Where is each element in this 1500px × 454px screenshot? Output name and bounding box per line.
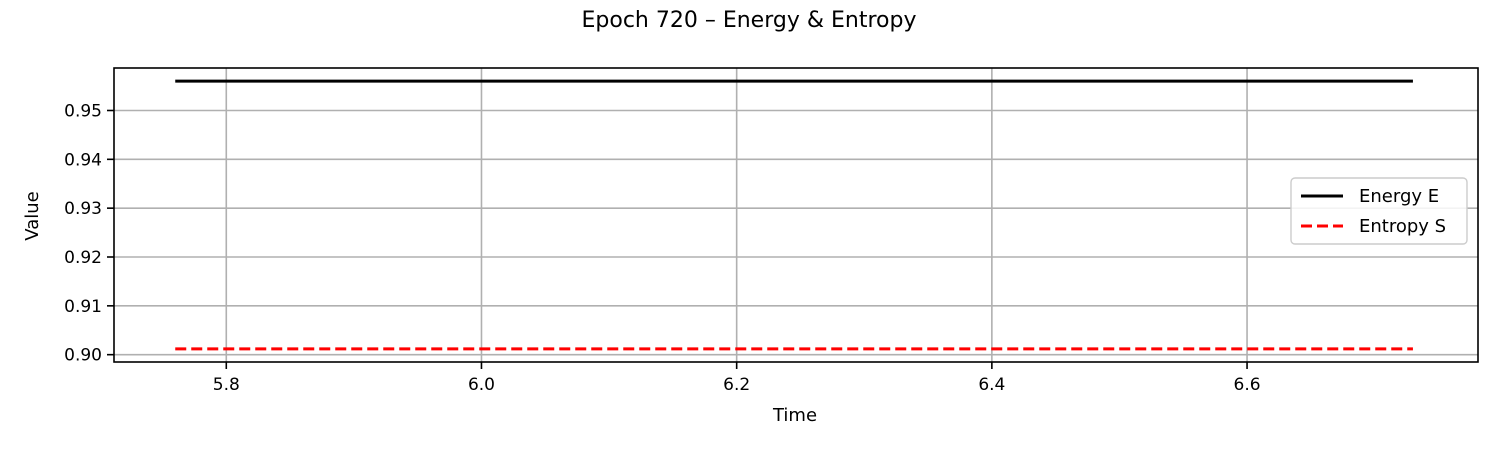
legend-label: Entropy S	[1359, 216, 1446, 237]
y-tick-label: 0.91	[64, 297, 102, 317]
legend: Energy E Entropy S	[1290, 177, 1468, 245]
x-tick-label: 6.4	[978, 375, 1005, 395]
y-tick-label: 0.92	[64, 248, 102, 268]
grid	[114, 68, 1478, 362]
y-axis-label: Value	[22, 191, 43, 240]
chart-title: Epoch 720 – Energy & Entropy	[582, 8, 917, 33]
x-tick-label: 5.8	[213, 375, 240, 395]
x-tick-label: 6.2	[723, 375, 750, 395]
y-tick-label: 0.93	[64, 199, 102, 219]
series-group	[175, 79, 1413, 351]
plot-frame	[113, 67, 1479, 363]
legend-label: Energy E	[1359, 186, 1439, 207]
axes: 5.8 6.0 6.2 6.4 6.6 0.90 0.91 0.92 0.93 0.94 0.95	[64, 67, 1479, 395]
x-axis-label: Time	[772, 405, 817, 426]
x-tick-label: 6.0	[468, 375, 495, 395]
x-tick-label: 6.6	[1234, 375, 1261, 395]
y-tick-label: 0.94	[64, 150, 102, 170]
y-tick-label: 0.90	[64, 346, 102, 366]
y-tick-label: 0.95	[64, 101, 102, 121]
